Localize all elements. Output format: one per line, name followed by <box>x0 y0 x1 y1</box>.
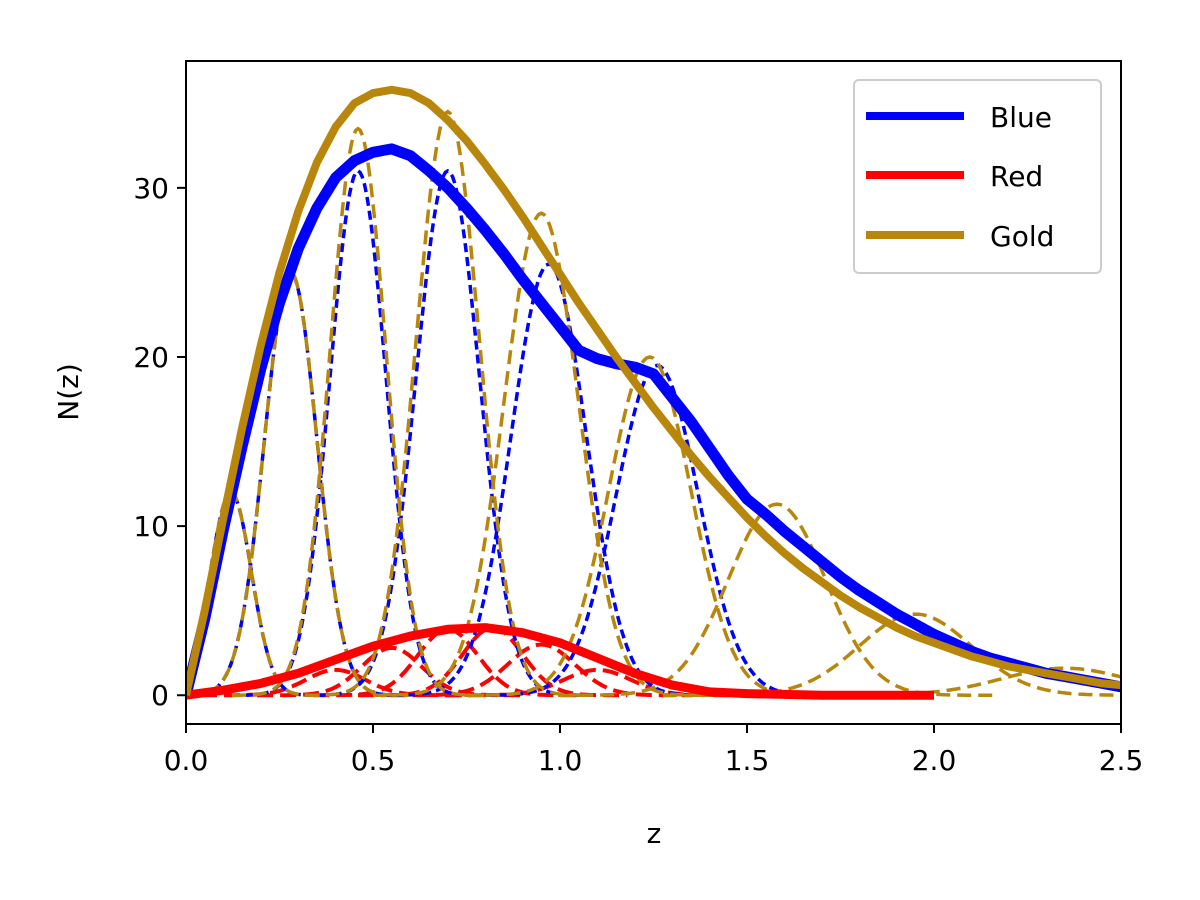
plot-frame <box>185 60 1122 725</box>
x-axis: 0.0 0.5 1.0 1.5 2.0 2.5 <box>164 724 1144 777</box>
gold-bin-curve-8 <box>778 666 1121 697</box>
gold-bin-curve-5 <box>464 355 835 697</box>
y-tick-label: 20 <box>133 341 169 374</box>
x-tick-label: 1.5 <box>725 744 770 777</box>
x-tick-label: 2.5 <box>1099 744 1144 777</box>
x-tick-label: 0.5 <box>351 744 396 777</box>
blue-bin-curve-1 <box>186 270 409 697</box>
legend: Blue Red Gold <box>853 79 1102 274</box>
gold-bin-curve-2 <box>231 126 485 697</box>
x-tick-label: 2.0 <box>912 744 957 777</box>
series-line-gold <box>186 85 1121 697</box>
gold-bin-curve-3 <box>304 109 591 697</box>
series-line-blue <box>186 143 1121 697</box>
y-tick-label: 30 <box>133 172 169 205</box>
y-axis-label: N(z) <box>52 363 85 421</box>
x-tick-label: 0.0 <box>164 744 209 777</box>
series-lines <box>186 85 1121 700</box>
legend-box <box>853 79 1102 274</box>
red-bin-curve-4 <box>389 642 693 698</box>
gold-bin-curve-4 <box>373 211 710 697</box>
legend-label-gold: Gold <box>990 220 1054 253</box>
red-bin-curve-2 <box>313 627 583 698</box>
gold-bin-curve-1 <box>186 270 409 697</box>
gold-bin-curve-0 <box>186 490 324 697</box>
x-tick-label: 1.0 <box>538 744 583 777</box>
blue-bin-curve-2 <box>231 168 485 697</box>
y-axis: 0 10 20 30 <box>133 172 186 712</box>
series-line-red <box>186 623 934 700</box>
x-axis-label: z <box>647 817 662 850</box>
legend-label-blue: Blue <box>990 101 1052 134</box>
y-tick-label: 10 <box>133 510 169 543</box>
legend-label-red: Red <box>990 160 1043 193</box>
y-tick-label: 0 <box>151 679 169 712</box>
